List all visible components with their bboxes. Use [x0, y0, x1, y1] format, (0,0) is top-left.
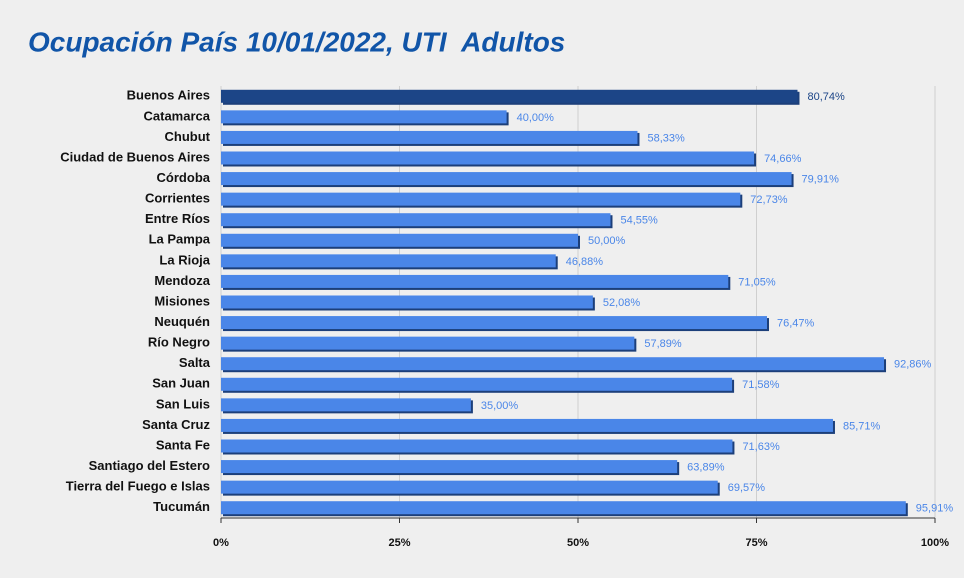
value-label: 71,05%: [738, 276, 776, 288]
value-label: 35,00%: [481, 400, 519, 412]
category-label: Corrientes: [145, 191, 210, 206]
value-label: 76,47%: [777, 317, 815, 329]
value-label: 85,71%: [843, 420, 881, 432]
value-label: 58,33%: [647, 132, 685, 144]
category-label: Misiones: [154, 293, 210, 308]
bar: [221, 418, 833, 432]
bar: [221, 110, 507, 124]
value-label: 72,73%: [750, 194, 788, 206]
bar: [221, 172, 792, 186]
category-label: Santa Fe: [156, 437, 210, 452]
bar: [221, 460, 678, 474]
category-label: La Rioja: [159, 252, 210, 267]
value-label: 63,89%: [687, 461, 725, 473]
value-label: 46,88%: [566, 256, 604, 268]
category-label: Entre Ríos: [145, 211, 210, 226]
category-label: Santiago del Estero: [89, 458, 210, 473]
category-label: Tucumán: [153, 499, 210, 514]
bar: [221, 89, 798, 103]
bar: [221, 254, 556, 268]
value-label: 52,08%: [603, 297, 641, 309]
x-tick-label: 0%: [213, 537, 229, 549]
category-label: La Pampa: [149, 232, 211, 247]
bar: [221, 439, 733, 453]
bar: [221, 480, 718, 494]
bar: [221, 295, 593, 309]
category-label: San Luis: [156, 396, 210, 411]
category-label: Salta: [179, 355, 211, 370]
bar: [221, 357, 885, 371]
category-label: Tierra del Fuego e Islas: [66, 479, 210, 494]
x-tick-label: 100%: [921, 537, 949, 549]
bar: [221, 501, 906, 515]
value-label: 74,66%: [764, 153, 802, 165]
bar: [221, 336, 635, 350]
x-tick-label: 75%: [745, 537, 767, 549]
category-label: Chubut: [165, 129, 211, 144]
value-label: 80,74%: [807, 91, 845, 103]
value-label: 71,63%: [742, 441, 780, 453]
value-label: 57,89%: [644, 338, 682, 350]
value-label: 69,57%: [728, 482, 766, 494]
bar: [221, 213, 611, 227]
bar: [221, 274, 729, 288]
bar: [221, 316, 767, 330]
category-label: Catamarca: [144, 108, 211, 123]
category-label: Buenos Aires: [127, 88, 210, 103]
value-label: 79,91%: [802, 173, 840, 185]
bar: [221, 130, 638, 144]
category-label: Santa Cruz: [142, 417, 210, 432]
x-tick-label: 25%: [388, 537, 410, 549]
bar: [221, 151, 755, 165]
category-label: Neuquén: [154, 314, 210, 329]
value-label: 71,58%: [742, 379, 780, 391]
x-tick-label: 50%: [567, 537, 589, 549]
bar: [221, 398, 471, 412]
bar: [221, 377, 733, 391]
category-label: Río Negro: [148, 335, 210, 350]
category-label: Mendoza: [154, 273, 210, 288]
category-label: San Juan: [152, 376, 210, 391]
value-label: 40,00%: [517, 112, 555, 124]
bar: [221, 192, 741, 206]
value-label: 95,91%: [916, 503, 954, 515]
chart-title: Ocupación País 10/01/2022, UTI Adultos: [28, 26, 565, 57]
category-label: Córdoba: [157, 170, 211, 185]
value-label: 54,55%: [620, 215, 658, 227]
value-label: 50,00%: [588, 235, 626, 247]
value-label: 92,86%: [894, 359, 932, 371]
category-label: Ciudad de Buenos Aires: [60, 149, 210, 164]
bar: [221, 233, 578, 247]
